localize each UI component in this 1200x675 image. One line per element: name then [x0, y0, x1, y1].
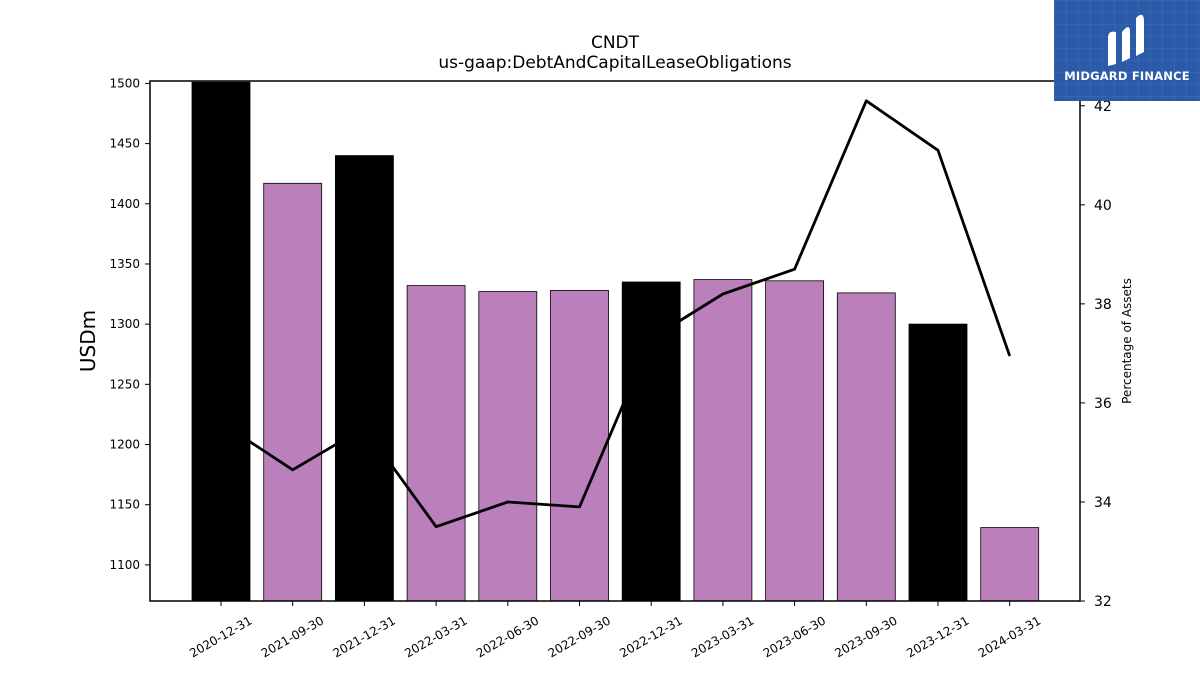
bar-2022-06-30	[478, 291, 538, 602]
line-group	[220, 99, 1012, 529]
bar-2022-03-31	[406, 285, 466, 602]
x-axis: 2020-12-31 2021-09-30 2021-12-31 2022-03-31…	[187, 601, 1043, 660]
bar-2020-12-31	[191, 81, 251, 602]
y-left-tick-label: 1200	[109, 438, 140, 452]
x-tick-label: 2022-03-31	[402, 613, 469, 660]
y-right-tick-label: 40	[1094, 198, 1112, 214]
bar-2023-06-30	[765, 280, 824, 602]
x-tick-label: 2024-03-31	[976, 613, 1043, 660]
y-left-tick-label: 1100	[109, 558, 140, 572]
y-left-tick-label: 1450	[109, 137, 140, 151]
midgard-finance-logo: MIDGARD FINANCE	[1054, 0, 1200, 101]
logo-mark-icon	[1108, 14, 1144, 67]
line-point-2022-06-30	[507, 501, 509, 503]
line-point-2023-06-30	[794, 268, 796, 270]
x-tick-label: 2021-12-31	[330, 613, 397, 660]
bar-2023-12-31	[908, 323, 968, 602]
y-left-tick-label: 1300	[109, 317, 140, 331]
y-axis-right-label: Percentage of Assets	[1120, 278, 1134, 404]
y-left-tick-label: 1500	[109, 76, 140, 90]
y-left-tick-label: 1400	[109, 197, 140, 211]
line-point-2023-12-31	[937, 149, 939, 151]
x-tick-label: 2021-09-30	[259, 613, 326, 660]
chart-subtitle: us-gaap:DebtAndCapitalLeaseObligations	[438, 53, 791, 73]
x-tick-label: 2023-09-30	[832, 613, 899, 660]
x-tick-label: 2022-06-30	[474, 613, 541, 660]
bar-2024-03-31	[980, 527, 1040, 602]
y-right-tick-label: 42	[1094, 99, 1112, 115]
bar-2021-09-30	[263, 182, 323, 602]
chart-title: CNDT	[591, 33, 640, 53]
line-point-2024-03-31	[1009, 355, 1011, 357]
y-right-tick-label: 38	[1094, 297, 1112, 313]
y-left-tick-label: 1150	[109, 498, 140, 512]
line-point-2023-09-30	[865, 100, 867, 102]
y-axis-left: 1100 1150 1200 1250 1300 1350 1400 1450 1500	[109, 76, 150, 572]
bar-2021-12-31	[334, 155, 394, 602]
bars-group	[191, 81, 1040, 602]
logo-text: MIDGARD FINANCE	[1064, 69, 1190, 83]
x-tick-label: 2023-06-30	[761, 613, 828, 660]
x-tick-label: 2023-03-31	[689, 613, 756, 660]
x-tick-label: 2022-09-30	[546, 613, 613, 660]
line-point-2022-03-31	[435, 526, 437, 528]
line-point-2021-12-31	[363, 427, 365, 429]
y-left-tick-label: 1250	[109, 377, 140, 391]
line-series	[220, 99, 1012, 529]
line-point-2020-12-31	[220, 422, 222, 424]
bar-2023-03-31	[693, 279, 753, 602]
line-point-2021-09-30	[292, 469, 294, 471]
y-right-tick-label: 36	[1094, 396, 1112, 412]
line-point-2022-12-31	[650, 338, 652, 339]
bar-2023-09-30	[836, 292, 896, 602]
x-tick-label: 2020-12-31	[187, 613, 254, 660]
bar-2022-09-30	[550, 289, 609, 602]
plot-frame	[149, 80, 1081, 602]
x-tick-label: 2022-12-31	[617, 613, 684, 660]
y-axis-right: 32 34 36 38 40 42	[1080, 99, 1112, 610]
x-tick-label: 2023-12-31	[904, 613, 971, 660]
y-axis-left-label: USDm	[76, 310, 100, 372]
y-right-tick-label: 32	[1094, 594, 1112, 610]
line-point-2023-03-31	[722, 293, 724, 295]
y-right-tick-label: 34	[1094, 495, 1112, 511]
y-left-tick-label: 1350	[109, 257, 140, 271]
line-point-2022-09-30	[579, 506, 580, 508]
bar-2022-12-31	[621, 281, 681, 602]
